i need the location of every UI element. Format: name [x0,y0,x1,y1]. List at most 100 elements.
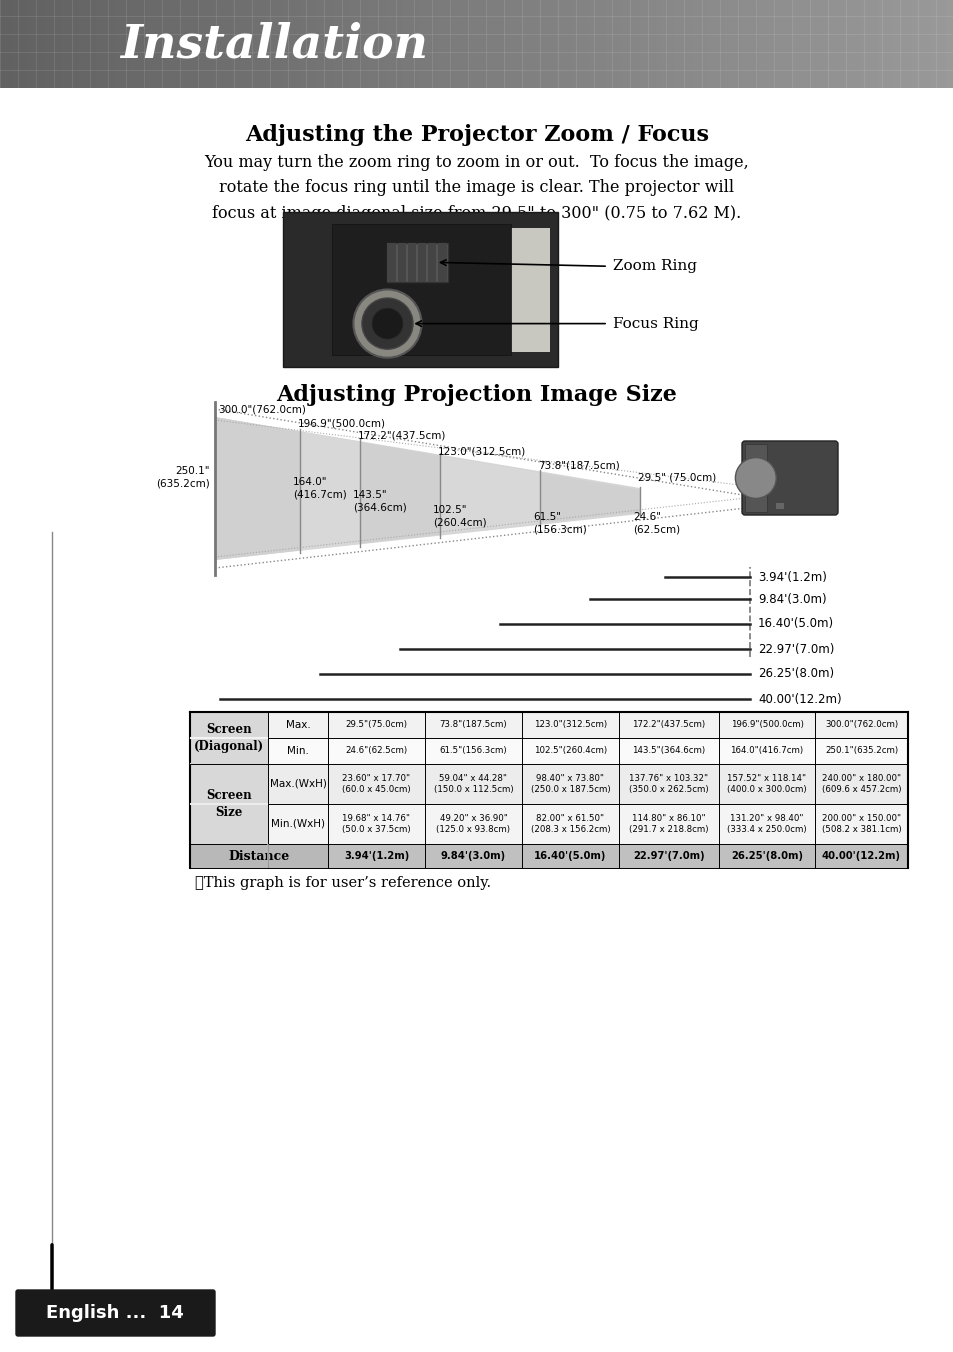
Bar [8,0,9,88]
Bar [771,0,772,88]
Bar [686,0,687,88]
Bar [319,0,320,88]
Bar [32,0,33,88]
Text: 24.6"
(62.5cm): 24.6" (62.5cm) [633,512,679,534]
Bar [96,0,97,88]
Bar [470,0,471,88]
Bar [576,0,577,88]
Bar [575,0,576,88]
Bar [232,0,233,88]
Text: 114.80" x 86.10"
(291.7 x 218.8cm): 114.80" x 86.10" (291.7 x 218.8cm) [629,814,708,834]
Bar [918,0,919,88]
Bar [182,0,183,88]
Bar [164,0,165,88]
Bar [431,0,432,88]
Bar [765,0,766,88]
Bar [90,0,91,88]
Bar [624,0,625,88]
Bar [149,0,150,88]
Bar [926,0,927,88]
Bar [337,0,338,88]
Bar [168,0,169,88]
Bar [280,0,281,88]
Bar [436,0,437,88]
Bar [30,0,32,88]
Bar [236,0,237,88]
Bar [645,0,646,88]
Bar [577,0,578,88]
Bar [807,0,808,88]
Bar [592,0,593,88]
Bar [783,0,784,88]
Bar [124,0,125,88]
Bar [352,0,353,88]
Bar [789,0,790,88]
Bar [203,0,204,88]
Bar [874,0,875,88]
Bar [416,0,417,88]
Bar [165,0,166,88]
Bar [630,0,631,88]
Bar [761,0,762,88]
Bar [23,0,24,88]
Bar [933,0,934,88]
Bar [587,0,588,88]
Bar [826,0,827,88]
Bar [937,0,938,88]
Bar [773,0,774,88]
Bar [298,0,299,88]
Bar [847,0,848,88]
Text: 164.0"(416.7cm): 164.0"(416.7cm) [730,746,802,756]
Bar [344,0,345,88]
Bar [312,0,313,88]
Bar [685,0,686,88]
Bar [207,0,208,88]
Bar [29,0,30,88]
Bar [906,0,907,88]
Text: Distance: Distance [228,849,290,863]
Bar [52,0,53,88]
Bar [752,0,753,88]
Bar [156,0,157,88]
Bar [787,0,788,88]
Bar [379,0,380,88]
Bar [900,0,901,88]
Bar [595,0,596,88]
Bar [181,0,182,88]
Bar [544,0,545,88]
Bar [841,0,842,88]
Bar [288,0,289,88]
Bar [793,0,794,88]
Bar [934,0,935,88]
Bar [864,0,865,88]
Bar [263,0,264,88]
Bar [68,0,69,88]
Bar [3,0,4,88]
Text: 102.5"
(260.4cm): 102.5" (260.4cm) [433,506,486,527]
Bar [246,0,247,88]
Bar [885,0,886,88]
Bar [439,0,440,88]
Bar [753,0,754,88]
Bar [385,0,386,88]
Bar [494,0,495,88]
Bar [656,0,657,88]
Bar [237,0,239,88]
Bar [348,0,349,88]
Bar [928,0,929,88]
Bar [411,0,412,88]
Bar [220,0,221,88]
Bar [37,0,38,88]
Bar [599,0,600,88]
Bar [837,0,838,88]
Bar [515,0,516,88]
Bar [626,0,627,88]
Bar [882,0,883,88]
Bar [732,0,733,88]
Bar [174,0,175,88]
Bar [637,0,638,88]
Bar [613,0,614,88]
Bar [763,0,764,88]
Bar [536,0,537,88]
Bar [405,0,406,88]
